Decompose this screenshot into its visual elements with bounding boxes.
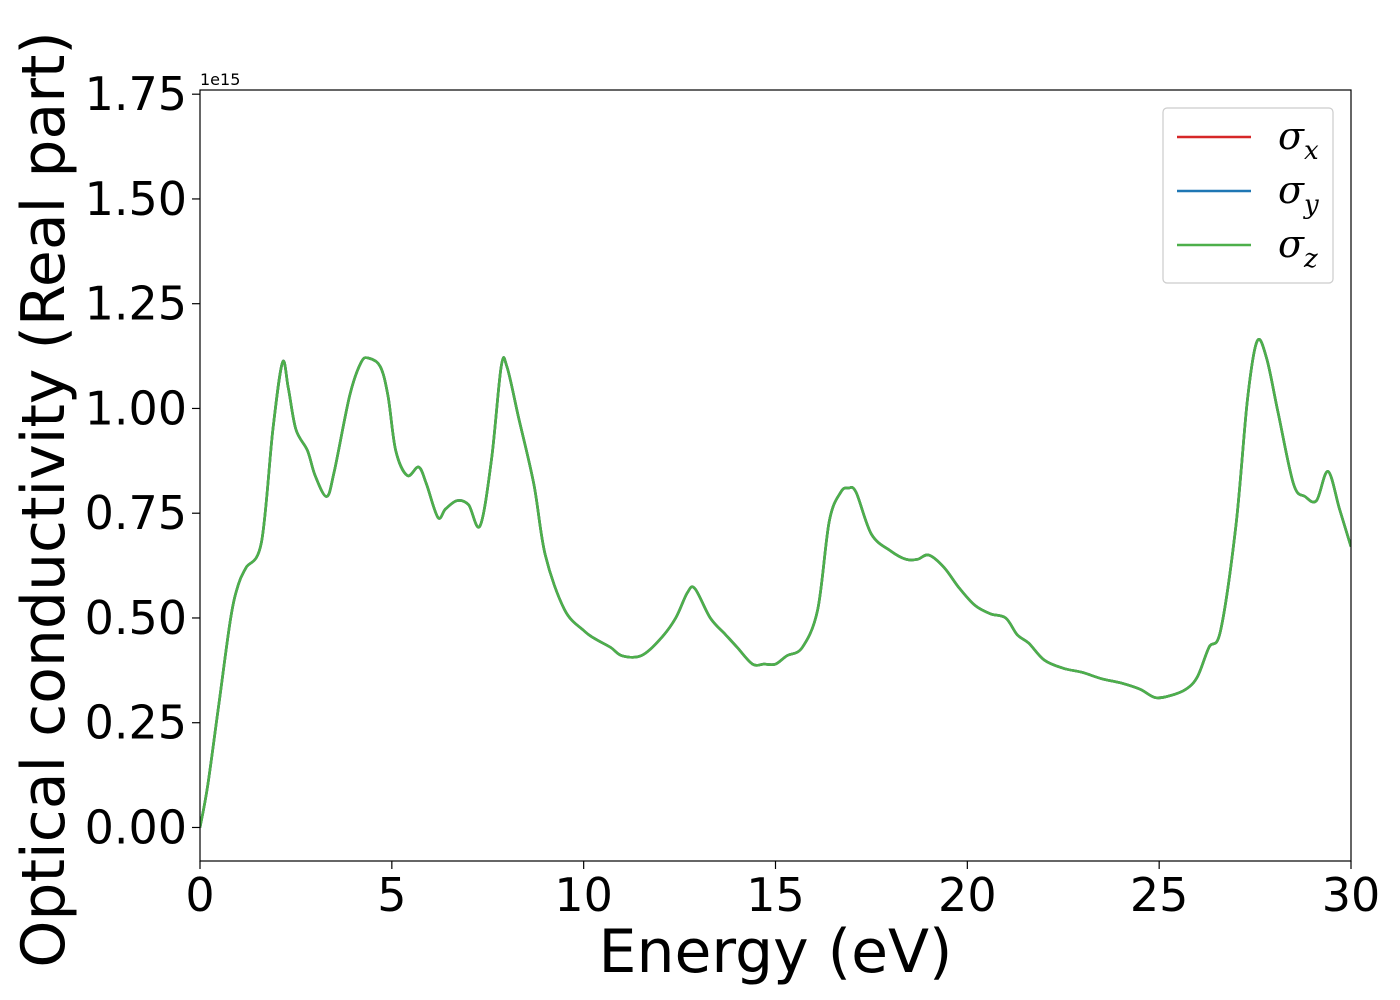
legend-label-sigma-z: σz [1278,222,1318,274]
x-tick-label: 15 [746,868,805,922]
y-axis-ticks: 0.00 0.25 0.50 0.75 1.00 1.25 1.50 1.75 [85,67,200,854]
x-tick-label: 5 [377,868,406,922]
legend-subscript: z [1303,244,1318,274]
y-tick-label: 1.00 [85,381,187,435]
x-tick-label: 25 [1130,868,1189,922]
legend-label-sigma-x: σx [1278,114,1319,166]
legend-box [1162,107,1334,284]
x-axis-ticks: 0 5 10 15 20 25 30 [185,861,1380,922]
series-line-sigma-y [200,338,1351,828]
legend-symbol: σ [1278,114,1305,158]
y-tick-label: 0.00 [85,800,187,854]
legend-label-sigma-y: σy [1278,168,1319,220]
legend-subscript: y [1303,190,1319,220]
y-tick-label: 0.50 [85,591,187,645]
y-tick-label: 1.75 [85,67,187,121]
y-tick-label: 0.75 [85,486,187,540]
x-tick-label: 10 [554,868,613,922]
x-tick-label: 0 [185,868,214,922]
legend-symbol: σ [1278,168,1305,212]
y-tick-label: 1.25 [85,277,187,331]
y-axis-label: Optical conductivity (Real part) [9,31,79,968]
legend-symbol: σ [1278,222,1305,266]
legend-subscript: x [1304,136,1319,166]
series-layer [200,338,1351,828]
x-axis-label: Energy (eV) [599,917,953,987]
y-tick-label: 1.50 [85,172,187,226]
x-tick-label: 20 [938,868,997,922]
y-offset-label: 1e15 [200,70,240,89]
series-line-sigma-x [200,338,1351,828]
series-line-sigma-z [200,338,1351,828]
y-tick-label: 0.25 [85,696,187,750]
x-tick-label: 30 [1322,868,1381,922]
